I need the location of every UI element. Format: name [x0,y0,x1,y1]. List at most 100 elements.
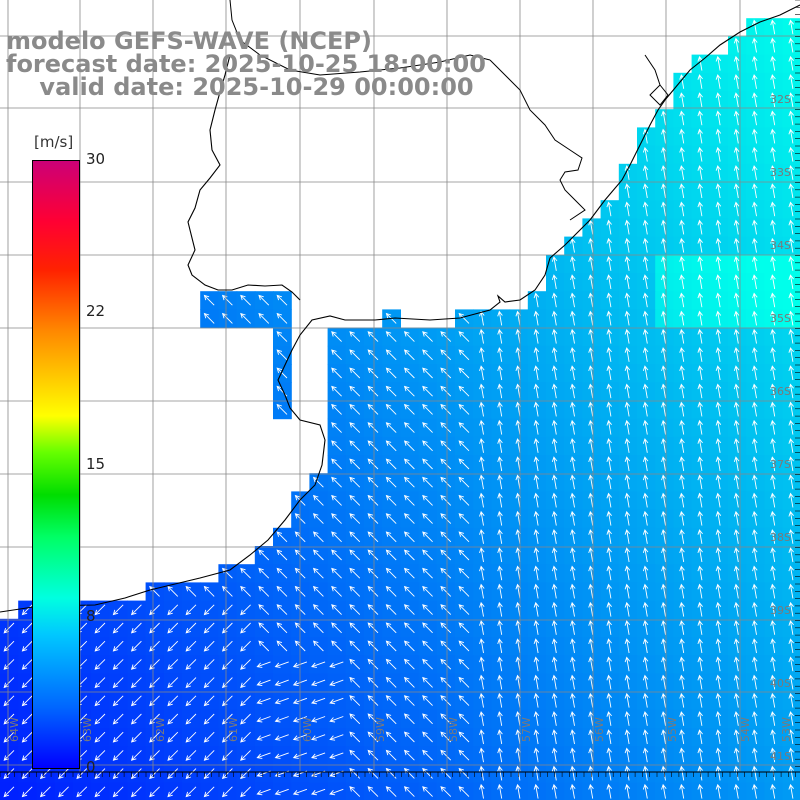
wind-arrow [458,622,470,634]
wind-arrow [697,146,703,162]
wind-arrow [606,401,612,417]
wind-arrow [533,292,540,308]
colorbar-tick: 0 [86,758,96,776]
wind-arrow [588,292,594,308]
wind-arrow [258,294,270,306]
wind-arrow [185,750,197,761]
wind-arrow [367,385,379,397]
wind-arrow [752,529,758,544]
wind-arrow [733,310,740,326]
wind-arrow [349,513,361,524]
wind-arrow [21,604,33,616]
wind-arrow [642,620,649,635]
wind-arrow [367,494,379,506]
wind-arrow [624,583,631,599]
wind-arrow [479,310,485,326]
wind-arrow [752,165,758,180]
wind-arrow [479,456,485,472]
wind-arrow [458,422,470,433]
wind-arrow [497,510,503,526]
wind-arrow [331,513,342,524]
wind-arrow [479,347,485,362]
wind-arrow [788,292,794,308]
wind-arrow [311,716,326,723]
wind-arrow [185,677,197,689]
wind-arrow [203,768,215,780]
wind-arrow [94,640,106,652]
wind-arrow [624,565,631,581]
wind-arrow [715,347,722,362]
wind-arrow [276,640,288,652]
longitude-label: 62W [154,717,167,742]
wind-arrow [203,750,215,761]
wind-arrow [422,331,433,342]
wind-arrow [770,92,776,108]
wind-arrow [570,674,576,690]
wind-arrow [533,583,540,599]
wind-arrow [185,713,197,725]
wind-arrow [642,601,649,617]
wind-arrow [458,513,470,524]
wind-arrow [770,547,776,563]
wind-arrow [515,674,521,690]
wind-arrow [570,510,576,526]
wind-arrow [570,256,576,271]
wind-arrow [788,729,794,745]
wind-arrow [458,749,470,761]
wind-arrow [697,620,703,635]
wind-arrow [588,310,594,326]
wind-arrow [588,547,594,563]
wind-arrow [606,237,612,253]
wind-arrow [606,583,612,599]
laguna-shoreline [489,54,669,221]
wind-arrow [551,474,558,490]
title-forecast-date: forecast date: 2025-10-25 18:00:00 [6,50,486,78]
wind-arrow [606,328,612,344]
wind-arrow [788,565,794,581]
wind-arrow [479,401,485,417]
wind-arrow [458,331,470,342]
wind-arrow [788,656,794,672]
wind-arrow [367,676,379,688]
wind-arrow [497,620,503,635]
wind-arrow [679,165,685,180]
wind-arrow [167,677,179,689]
wind-arrow [458,458,470,470]
wind-arrow [458,476,470,488]
wind-arrow [642,310,649,326]
wind-arrow [570,328,576,344]
latitude-label: 37S [770,458,791,471]
wind-arrow [661,474,667,490]
wind-arrow [661,565,667,581]
wind-arrow [329,752,344,759]
wind-arrow [240,312,251,324]
wind-arrow [697,219,703,235]
wind-arrow [240,677,251,689]
wind-arrow [606,711,612,726]
wind-arrow [697,165,703,180]
wind-arrow [715,128,722,144]
wind-arrow [497,365,503,381]
wind-arrow [788,456,794,472]
wind-arrow [76,768,88,780]
wind-arrow [240,567,251,579]
wind-arrow [479,656,485,672]
wind-arrow [479,729,485,745]
wind-arrow [422,494,433,506]
wind-arrow [752,365,758,381]
wind-arrow [697,365,703,381]
wind-arrow [606,529,612,544]
wind-arrow [733,583,740,599]
wind-arrow [479,638,485,654]
wind-arrow [588,620,594,635]
wind-arrow [403,458,415,470]
wind-arrow [624,783,631,799]
wind-speed-cell [382,782,401,800]
wind-arrow [661,219,667,235]
wind-arrow [679,183,685,199]
wind-arrow [112,768,124,780]
wind-arrow [570,765,576,781]
wind-arrow [715,274,722,290]
wind-arrow [788,401,794,417]
wind-arrow [440,604,452,615]
